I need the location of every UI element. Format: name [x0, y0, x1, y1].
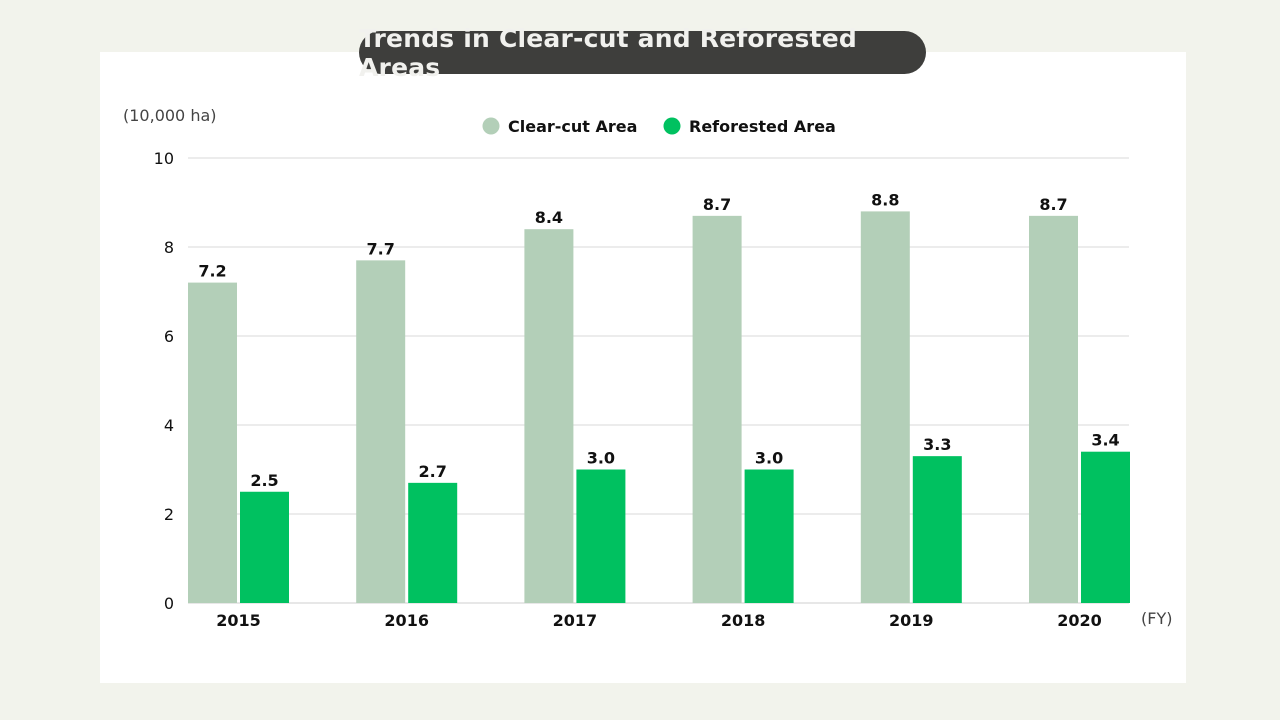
x-tick-label: 2019 [889, 611, 934, 630]
x-tick-label: 2020 [1057, 611, 1102, 630]
legend-label: Clear-cut Area [508, 117, 637, 136]
reforested-bar-2020 [1081, 451, 1130, 603]
clearcut-value-label: 7.7 [367, 239, 395, 258]
reforested-value-label: 3.0 [755, 449, 783, 468]
clearcut-value-label: 8.8 [871, 190, 899, 209]
legend: Clear-cut Area Reforested Area [482, 117, 836, 136]
clearcut-value-label: 8.7 [703, 195, 731, 214]
y-tick-label: 8 [164, 238, 174, 257]
clearcut-value-label: 7.2 [198, 262, 226, 281]
data-labels: 7.2 2.5 2015 7.7 2.7 2016 8.4 3.0 2017 8.7 3.0 2018… [198, 190, 1119, 630]
x-tick-label: 2017 [553, 611, 598, 630]
reforested-value-label: 2.7 [419, 462, 447, 481]
x-axis-unit-label: (FY) [1141, 609, 1172, 628]
reforested-value-label: 3.3 [923, 435, 951, 454]
y-tick-label: 4 [164, 416, 174, 435]
gridlines: 0 2 4 6 8 10 [154, 149, 1129, 613]
x-tick-label: 2018 [721, 611, 766, 630]
reforested-bar-2017 [576, 469, 626, 603]
legend-swatch-0 [482, 117, 500, 135]
bars [188, 211, 1130, 603]
clearcut-bar-2016 [356, 260, 406, 603]
legend-swatch-1 [663, 117, 681, 135]
reforested-value-label: 3.0 [587, 449, 615, 468]
y-tick-label: 0 [164, 594, 174, 613]
y-tick-label: 6 [164, 327, 174, 346]
reforested-value-label: 3.4 [1091, 431, 1119, 450]
reforested-value-label: 2.5 [250, 471, 278, 490]
clearcut-bar-2019 [860, 211, 910, 603]
clearcut-bar-2017 [524, 229, 574, 603]
clearcut-bar-2015 [188, 282, 237, 603]
legend-label: Reforested Area [689, 117, 836, 136]
clearcut-value-label: 8.4 [535, 208, 563, 227]
y-tick-label: 2 [164, 505, 174, 524]
clearcut-bar-2018 [692, 215, 742, 603]
reforested-bar-2018 [744, 469, 794, 603]
axis-labels: (10,000 ha) (FY) [123, 106, 1172, 628]
reforested-bar-2015 [240, 491, 289, 603]
clearcut-bar-2020 [1029, 215, 1078, 603]
y-tick-label: 10 [154, 149, 174, 168]
x-tick-label: 2016 [384, 611, 429, 630]
y-axis-unit-label: (10,000 ha) [123, 106, 217, 125]
reforested-bar-2019 [912, 456, 962, 603]
clearcut-value-label: 8.7 [1039, 195, 1067, 214]
x-tick-label: 2015 [216, 611, 261, 630]
reforested-bar-2016 [408, 482, 458, 603]
